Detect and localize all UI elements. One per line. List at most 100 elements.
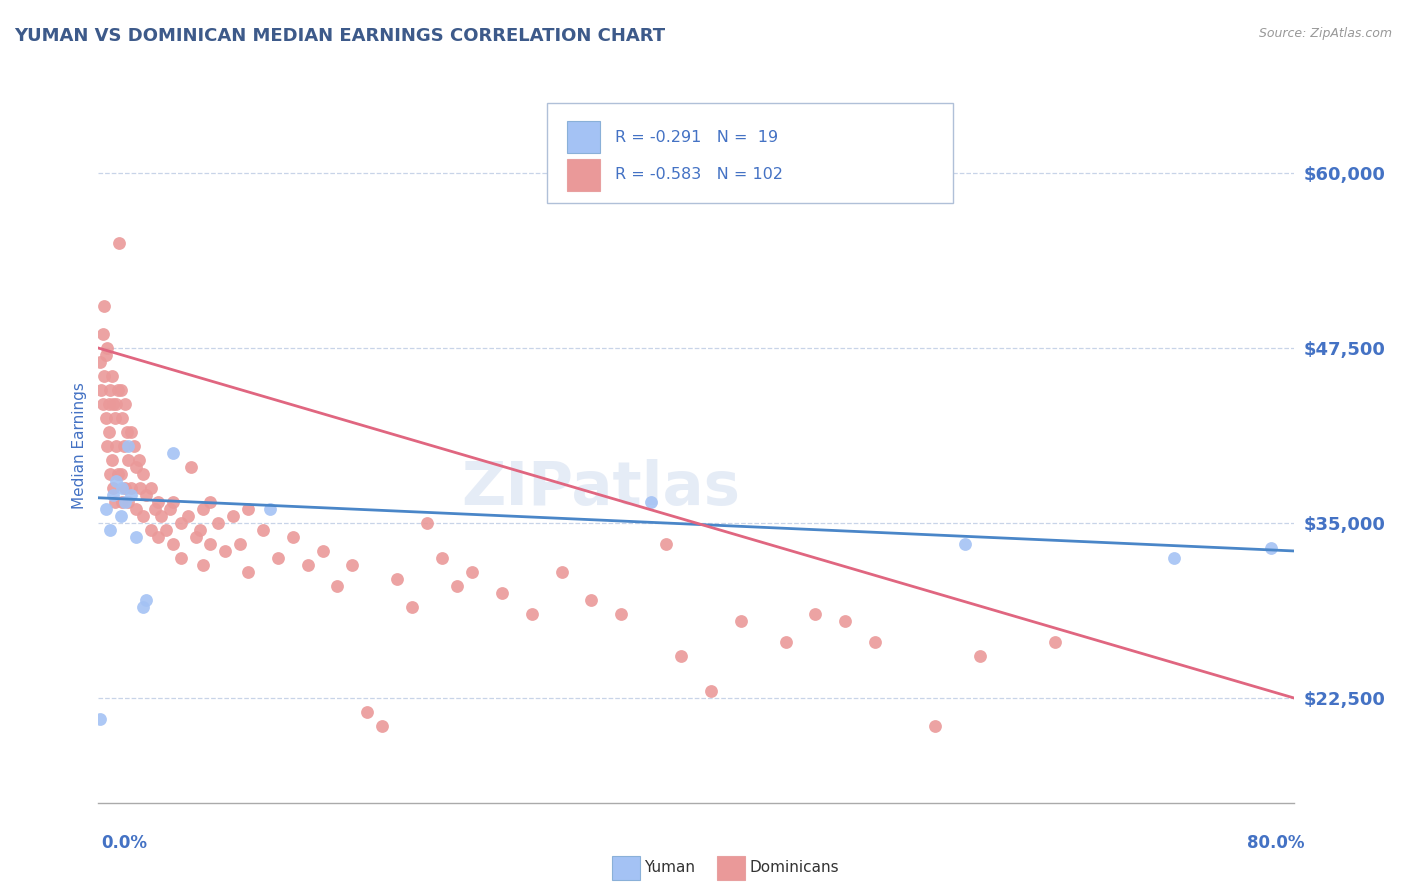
Point: [162, 537, 184, 551]
Point: [93, 369, 115, 384]
Point: [98, 467, 122, 481]
Point: [640, 495, 662, 509]
Text: Dominicans: Dominicans: [749, 860, 839, 874]
Point: [834, 614, 856, 628]
Point: [96, 341, 118, 355]
Text: ZIPatlas: ZIPatlas: [461, 459, 740, 518]
Point: [222, 508, 245, 523]
Point: [132, 508, 155, 523]
Point: [125, 460, 148, 475]
Point: [953, 537, 976, 551]
Point: [89, 355, 111, 369]
Point: [101, 453, 124, 467]
Point: [117, 439, 139, 453]
Point: [94, 411, 117, 425]
Point: [114, 397, 136, 411]
Point: [103, 481, 125, 495]
Point: [111, 411, 134, 425]
Point: [200, 495, 222, 509]
Point: [120, 425, 142, 439]
Point: [342, 558, 364, 572]
Point: [184, 530, 207, 544]
Point: [117, 453, 139, 467]
Text: R = -0.583   N = 102: R = -0.583 N = 102: [614, 168, 783, 182]
Point: [98, 523, 122, 537]
Point: [129, 481, 152, 495]
Point: [125, 502, 148, 516]
Point: [700, 684, 723, 698]
Point: [94, 348, 117, 362]
Point: [103, 488, 125, 502]
Point: [177, 508, 200, 523]
Point: [169, 516, 191, 530]
Y-axis label: Median Earnings: Median Earnings: [72, 383, 87, 509]
Point: [924, 719, 946, 733]
Point: [110, 508, 132, 523]
Point: [430, 550, 453, 565]
Point: [610, 607, 633, 621]
Text: Source: ZipAtlas.com: Source: ZipAtlas.com: [1258, 27, 1392, 40]
Point: [93, 299, 115, 313]
Point: [135, 488, 157, 502]
Point: [96, 439, 118, 453]
Point: [326, 579, 349, 593]
Point: [120, 481, 142, 495]
Point: [148, 530, 170, 544]
Point: [804, 607, 827, 621]
Point: [1043, 635, 1066, 649]
Point: [281, 530, 304, 544]
Text: YUMAN VS DOMINICAN MEDIAN EARNINGS CORRELATION CHART: YUMAN VS DOMINICAN MEDIAN EARNINGS CORRE…: [14, 27, 665, 45]
Point: [159, 502, 181, 516]
FancyBboxPatch shape: [567, 159, 600, 191]
Point: [104, 495, 127, 509]
Point: [775, 635, 797, 649]
Point: [252, 523, 274, 537]
Point: [229, 537, 252, 551]
Point: [155, 523, 177, 537]
Point: [104, 411, 127, 425]
Point: [101, 369, 124, 384]
Point: [491, 586, 513, 600]
Point: [191, 558, 214, 572]
Point: [169, 550, 191, 565]
Point: [188, 523, 211, 537]
FancyBboxPatch shape: [567, 121, 600, 153]
Point: [1260, 541, 1282, 556]
Point: [105, 397, 128, 411]
Point: [865, 635, 887, 649]
Point: [550, 565, 572, 579]
Point: [110, 467, 132, 481]
Point: [520, 607, 543, 621]
Point: [446, 579, 468, 593]
Point: [730, 614, 752, 628]
Point: [461, 565, 484, 579]
Point: [143, 502, 166, 516]
Text: 0.0%: 0.0%: [101, 834, 148, 852]
Point: [128, 453, 150, 467]
Point: [90, 383, 112, 397]
Point: [91, 327, 114, 342]
Point: [214, 544, 236, 558]
Point: [111, 481, 134, 495]
Point: [105, 474, 128, 488]
Point: [108, 236, 131, 251]
Point: [125, 530, 148, 544]
Point: [139, 523, 162, 537]
Point: [401, 599, 423, 614]
Point: [162, 446, 184, 460]
Point: [259, 502, 281, 516]
Point: [191, 502, 214, 516]
Point: [200, 537, 222, 551]
Point: [107, 383, 129, 397]
Point: [107, 467, 129, 481]
Point: [311, 544, 333, 558]
Point: [114, 481, 136, 495]
Point: [132, 467, 155, 481]
Point: [105, 439, 128, 453]
Point: [207, 516, 229, 530]
Point: [94, 502, 117, 516]
Point: [297, 558, 319, 572]
Point: [97, 425, 120, 439]
Point: [91, 397, 114, 411]
FancyBboxPatch shape: [547, 103, 953, 203]
